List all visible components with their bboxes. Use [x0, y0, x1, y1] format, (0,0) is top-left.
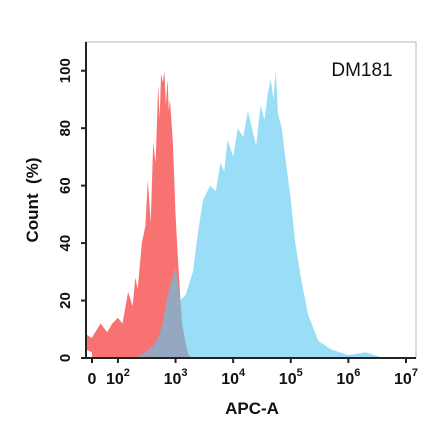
y-tick-labels: 0 20 40 60 80 100 [57, 58, 86, 362]
x-tick-label: 104 [221, 367, 246, 388]
y-tick-label: 100 [57, 58, 74, 83]
histogram-series-1 [86, 70, 193, 358]
y-tick-label: 80 [57, 120, 74, 137]
x-tick-labels: 0 102 103 104 105 106 107 [88, 358, 418, 388]
x-tick-label: 102 [106, 367, 130, 388]
histogram-series-2 [135, 70, 384, 358]
x-tick-label: 107 [394, 367, 418, 388]
x-tick-label: 0 [88, 371, 97, 388]
x-axis-label: APC-A [225, 399, 279, 418]
y-tick-label: 0 [57, 354, 74, 362]
x-tick-label: 103 [164, 367, 188, 388]
x-tick-label: 106 [336, 367, 360, 388]
y-axis-label: Count (%) [23, 158, 42, 243]
y-tick-label: 20 [57, 292, 74, 309]
x-tick-label: 105 [279, 367, 303, 388]
histogram-series [86, 70, 384, 358]
y-tick-label: 60 [57, 177, 74, 194]
sample-annotation: DM181 [331, 60, 392, 81]
y-tick-label: 40 [57, 235, 74, 252]
